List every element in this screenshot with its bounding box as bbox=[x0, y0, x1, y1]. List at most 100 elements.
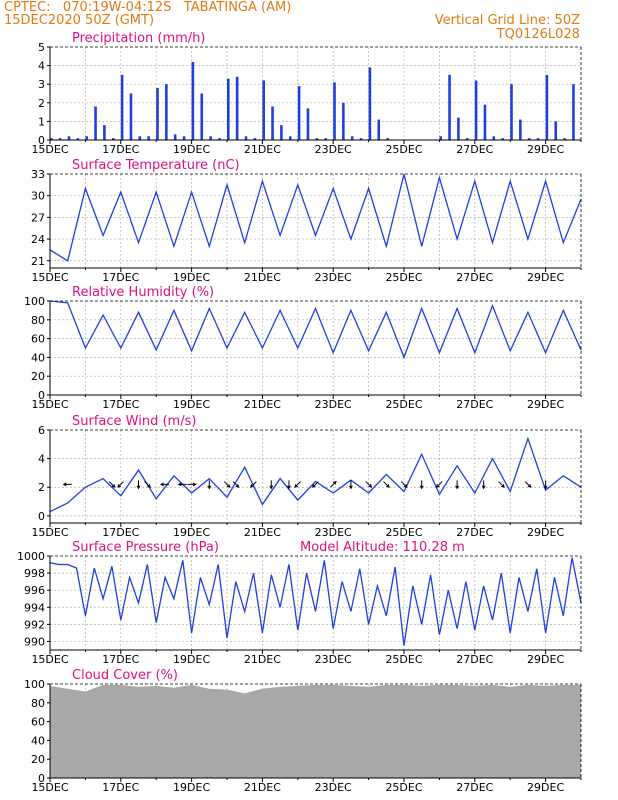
wind-arrowhead bbox=[455, 485, 459, 490]
precip-bar bbox=[165, 84, 168, 140]
wind-ytick-label: 6 bbox=[38, 424, 45, 437]
precip-xtick-label: 25DEC bbox=[385, 143, 422, 156]
temp-ytick-label: 24 bbox=[31, 233, 45, 246]
wind-arrowhead bbox=[311, 484, 316, 488]
precip-bar bbox=[457, 117, 460, 140]
wind-xtick-label: 25DEC bbox=[385, 526, 422, 539]
pres-xtick-label: 27DEC bbox=[456, 653, 493, 666]
wind-arrow bbox=[524, 481, 532, 488]
precip-bar bbox=[572, 84, 575, 140]
pres-xtick-label: 25DEC bbox=[385, 653, 422, 666]
precip-bar bbox=[103, 125, 106, 140]
rh-line bbox=[49, 300, 582, 360]
wind-arrowhead bbox=[111, 484, 116, 488]
precip-ytick-label: 1 bbox=[38, 115, 45, 128]
rh-xtick-label: 29DEC bbox=[527, 398, 564, 411]
pres-annotation: Model Altitude: 110.28 m bbox=[300, 540, 465, 555]
precip-bar bbox=[58, 138, 62, 140]
precip-xtick-label: 17DEC bbox=[102, 143, 139, 156]
precip-ytick-label: 4 bbox=[38, 60, 45, 73]
wind-arrowhead bbox=[192, 482, 197, 487]
wind-arrow bbox=[108, 481, 116, 488]
wind-arrowhead bbox=[368, 484, 373, 488]
precip-xtick-label: 15DEC bbox=[31, 143, 68, 156]
precip-bar bbox=[297, 86, 301, 140]
wind-arrowhead bbox=[287, 485, 291, 490]
wind-arrow bbox=[383, 481, 390, 488]
rh-ytick-label: 100 bbox=[24, 295, 45, 308]
precip-bar bbox=[474, 80, 478, 140]
precip-bar bbox=[465, 138, 469, 140]
precip-bar bbox=[94, 106, 97, 140]
wind-arrow bbox=[223, 481, 231, 488]
precip-bar bbox=[191, 61, 195, 140]
wind-xtick-label: 27DEC bbox=[456, 526, 493, 539]
cloud-ytick-label: 40 bbox=[31, 734, 45, 747]
precip-bar bbox=[519, 119, 522, 140]
temp-xtick-label: 23DEC bbox=[315, 271, 352, 284]
cloud-ytick-label: 20 bbox=[31, 753, 45, 766]
cloud-xtick-label: 29DEC bbox=[527, 781, 564, 794]
temp-title: Surface Temperature (nC) bbox=[72, 158, 240, 173]
precip-bar bbox=[368, 67, 372, 140]
rh-ytick-label: 80 bbox=[31, 314, 45, 327]
wind-ytick-label: 0 bbox=[38, 510, 45, 523]
precip-bar bbox=[111, 138, 115, 140]
wind-arrowhead bbox=[147, 484, 151, 488]
cloud-xtick-label: 21DEC bbox=[244, 781, 281, 794]
wind-arrowhead bbox=[177, 482, 182, 487]
precip-bar bbox=[156, 87, 159, 140]
pres-title: Surface Pressure (hPa) bbox=[72, 540, 219, 555]
wind-arrowhead bbox=[62, 482, 67, 487]
pres-ytick-label: 992 bbox=[24, 618, 45, 631]
precip-bar bbox=[359, 138, 363, 140]
wind-arrow bbox=[312, 481, 319, 488]
temp-ytick-label: 21 bbox=[31, 255, 45, 268]
wind-arrowhead bbox=[501, 484, 505, 488]
wind-title: Surface Wind (m/s) bbox=[72, 414, 196, 429]
wind-arrowhead bbox=[235, 484, 240, 488]
cloud-ytick-label: 0 bbox=[38, 772, 45, 785]
wind-arrowhead bbox=[250, 484, 254, 488]
wind-arrowhead bbox=[527, 484, 532, 488]
precip-bar bbox=[324, 138, 327, 140]
pres-ytick-label: 990 bbox=[24, 635, 45, 648]
cloud-title: Cloud Cover (%) bbox=[72, 668, 178, 683]
wind-arrow bbox=[365, 481, 372, 488]
wind-arrowhead bbox=[349, 485, 353, 490]
temp-xtick-label: 27DEC bbox=[456, 271, 493, 284]
precip-bar bbox=[483, 104, 487, 140]
pres-xtick-label: 15DEC bbox=[31, 653, 68, 666]
header-station: CPTEC: 070:19W-04:12S TABATINGA (AM) bbox=[4, 0, 292, 15]
wind-arrowhead bbox=[117, 484, 122, 488]
precip-bar bbox=[253, 138, 257, 140]
precip-bar bbox=[510, 84, 513, 140]
pres-xtick-label: 23DEC bbox=[315, 653, 352, 666]
wind-arrowhead bbox=[269, 485, 274, 490]
rh-xtick-label: 15DEC bbox=[31, 398, 68, 411]
precip-bar bbox=[448, 74, 451, 140]
precip-bar bbox=[244, 136, 248, 140]
precip-bar bbox=[527, 138, 531, 140]
precip-bar bbox=[262, 80, 265, 140]
cloud-xtick-label: 19DEC bbox=[173, 781, 210, 794]
precip-bar bbox=[545, 74, 549, 140]
pres-xtick-label: 19DEC bbox=[173, 653, 210, 666]
rh-xtick-label: 23DEC bbox=[315, 398, 352, 411]
wind-xtick-label: 29DEC bbox=[527, 526, 564, 539]
wind-arrowhead bbox=[294, 484, 299, 488]
wind-arrow bbox=[294, 481, 301, 488]
precip-ytick-label: 0 bbox=[38, 134, 45, 147]
rh-xtick-label: 27DEC bbox=[456, 398, 493, 411]
temp-xtick-label: 15DEC bbox=[31, 271, 68, 284]
precip-ytick-label: 3 bbox=[38, 78, 45, 91]
wind-arrowhead bbox=[481, 485, 486, 490]
precip-bar bbox=[315, 138, 319, 140]
rh-xtick-label: 21DEC bbox=[244, 398, 281, 411]
precip-bar bbox=[439, 136, 442, 140]
pres-line bbox=[49, 557, 582, 646]
precip-bar bbox=[235, 76, 239, 140]
rh-ytick-label: 20 bbox=[31, 370, 45, 383]
precip-bar bbox=[333, 82, 336, 140]
precip-bar bbox=[67, 136, 71, 140]
